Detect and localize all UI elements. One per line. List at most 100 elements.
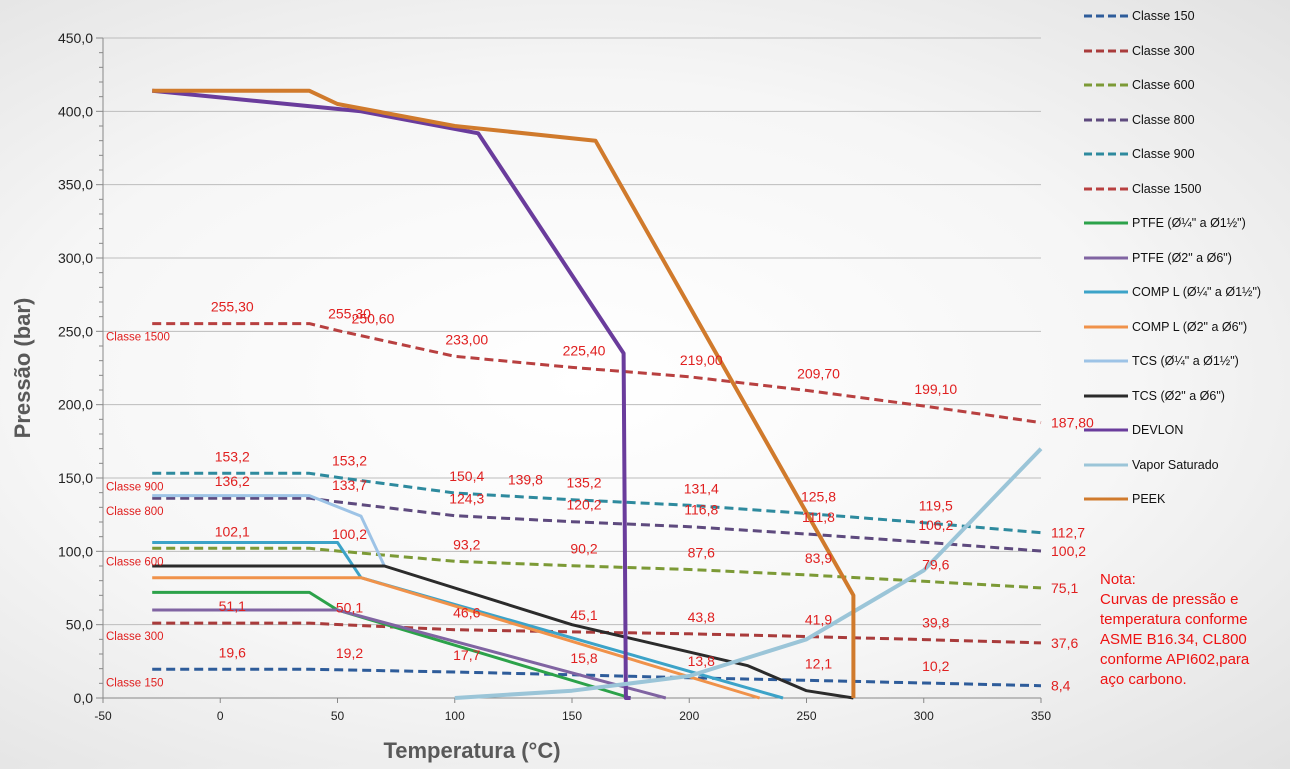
curve-label: Classe 1500: [106, 332, 170, 344]
x-tick-label: 300: [914, 709, 934, 723]
data-label: 10,2: [922, 658, 949, 674]
data-label: 150,4: [449, 468, 484, 484]
legend-item: Vapor Saturado: [1082, 455, 1219, 475]
data-label: 102,1: [215, 523, 250, 539]
x-tick-label: 150: [562, 709, 582, 723]
data-label: 133,7: [332, 477, 367, 493]
data-label: 37,6: [1051, 635, 1078, 651]
data-label: 135,2: [566, 475, 601, 491]
curve-label: Classe 900: [106, 481, 164, 493]
data-label: 233,00: [445, 331, 488, 347]
data-label: 153,2: [332, 452, 367, 468]
data-label: 100,2: [332, 526, 367, 542]
legend-item: COMP L (Ø2" a Ø6"): [1082, 317, 1247, 337]
legend-label: Classe 300: [1132, 43, 1195, 58]
series-line: [454, 447, 1043, 700]
note-line: ASME B16.34, CL800: [1100, 631, 1247, 648]
legend-item: TCS (Ø¼" a Ø1½"): [1082, 351, 1239, 371]
legend-item: COMP L (Ø¼" a Ø1½"): [1082, 282, 1261, 302]
data-label: 153,2: [215, 448, 250, 464]
legend-swatch: [1082, 252, 1130, 264]
x-tick-label: 50: [331, 709, 345, 723]
series-line: [152, 322, 1042, 425]
y-tick-label: 350,0: [58, 177, 93, 193]
data-label: 131,4: [684, 480, 719, 496]
legend-swatch: [1082, 45, 1130, 57]
x-axis-title: Temperatura (°C): [383, 738, 560, 763]
series-line: [152, 667, 1042, 688]
data-label: 100,2: [1051, 543, 1086, 559]
legend-label: DEVLON: [1132, 423, 1184, 437]
legend-swatch: [1082, 148, 1130, 160]
data-label: 19,6: [219, 644, 246, 660]
data-label: 8,4: [1051, 678, 1071, 694]
data-label: 90,2: [570, 541, 597, 557]
note-line: Nota:: [1100, 571, 1136, 588]
legend-swatch: [1082, 286, 1130, 298]
legend-item: Classe 300: [1082, 41, 1195, 61]
data-label: 116,8: [684, 502, 718, 518]
x-tick-label: 0: [217, 709, 224, 723]
curve-label: Classe 600: [106, 556, 164, 568]
legend-label: TCS (Ø¼" a Ø1½"): [1132, 354, 1239, 368]
legend-item: PTFE (Ø2" a Ø6"): [1082, 248, 1232, 268]
data-label: 39,8: [922, 615, 949, 631]
legend-label: COMP L (Ø2" a Ø6"): [1132, 319, 1248, 334]
y-tick-label: 300,0: [58, 250, 93, 266]
legend-item: Classe 150: [1082, 6, 1195, 26]
data-label: 119,5: [919, 498, 953, 514]
y-tick-label: 100,0: [58, 543, 93, 559]
legend-swatch: [1082, 321, 1130, 333]
data-label: 50,1: [336, 600, 363, 616]
y-axis-title: Pressão (bar): [10, 298, 35, 439]
series-line: [152, 541, 784, 700]
legend-label: Classe 1500: [1132, 181, 1202, 196]
data-label: 106,2: [918, 517, 953, 533]
legend-label: Classe 900: [1132, 147, 1195, 161]
data-label: 51,1: [219, 598, 246, 614]
legend-item: Classe 800: [1082, 110, 1195, 130]
data-label: 219,00: [680, 352, 723, 368]
legend-swatch: [1082, 424, 1130, 436]
data-label: 46,6: [453, 605, 480, 621]
legend-item: Classe 1500: [1082, 179, 1202, 199]
legend-label: Classe 800: [1132, 112, 1195, 127]
data-label: 136,2: [215, 473, 250, 489]
legend-swatch: [1082, 10, 1130, 22]
data-label: 120,2: [566, 497, 601, 513]
y-tick-label: 0,0: [74, 690, 94, 706]
data-label: 187,80: [1051, 415, 1094, 431]
data-label: 124,3: [449, 491, 484, 507]
y-tick-label: 150,0: [58, 470, 93, 486]
legend-label: COMP L (Ø¼" a Ø1½"): [1132, 285, 1262, 299]
series-line: [152, 494, 386, 567]
data-label: 12,1: [805, 655, 832, 671]
y-tick-label: 250,0: [58, 323, 93, 339]
data-label: 43,8: [688, 609, 715, 625]
data-label: 255,30: [328, 305, 371, 321]
legend-swatch: [1082, 79, 1130, 91]
data-label: 209,70: [797, 365, 840, 381]
x-tick-label: -50: [94, 709, 112, 723]
data-label: 79,6: [922, 556, 949, 572]
data-label: 255,30: [211, 299, 254, 315]
y-tick-label: 50,0: [66, 617, 93, 633]
data-label: 41,9: [805, 612, 832, 628]
curve-label: Classe 300: [106, 631, 164, 643]
series-line: [152, 621, 1042, 645]
data-label: 87,6: [688, 545, 715, 561]
legend-item: PTFE (Ø¼" a Ø1½"): [1082, 213, 1246, 233]
legend-item: DEVLON: [1082, 420, 1183, 440]
x-tick-label: 350: [1031, 709, 1051, 723]
data-label: 17,7: [453, 647, 480, 663]
series-line: [152, 88, 856, 698]
series-line: [152, 590, 632, 700]
data-label: 83,9: [805, 550, 832, 566]
y-tick-label: 450,0: [58, 30, 93, 46]
series-line: [152, 564, 854, 700]
data-label: 19,2: [336, 645, 363, 661]
data-label: 15,8: [570, 650, 597, 666]
legend-swatch: [1082, 493, 1130, 505]
